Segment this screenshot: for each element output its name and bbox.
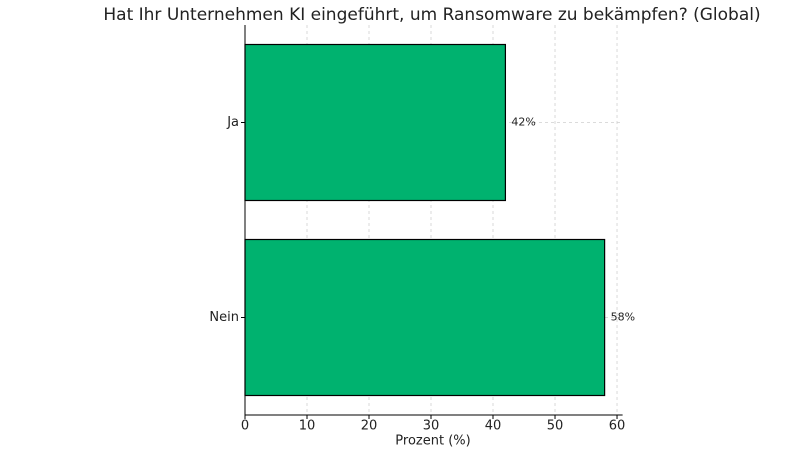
x-tick-label: 50 (547, 419, 564, 434)
x-tick-label: 30 (423, 419, 440, 434)
y-tick-label: Ja (226, 115, 239, 130)
x-tick-label: 40 (485, 419, 502, 434)
x-tick-label: 0 (241, 419, 249, 434)
bar (244, 238, 606, 397)
bar (244, 43, 507, 202)
x-tick-label: 10 (299, 419, 316, 434)
chart-title: Hat Ihr Unternehmen KI eingeführt, um Ra… (103, 5, 760, 25)
y-tick-label: Nein (209, 310, 239, 325)
x-tick-label: 20 (361, 419, 378, 434)
value-label: 42% (511, 116, 535, 129)
x-tick-label: 60 (609, 419, 626, 434)
x-axis-label: Prozent (%) (395, 434, 470, 449)
value-label: 58% (611, 311, 635, 324)
